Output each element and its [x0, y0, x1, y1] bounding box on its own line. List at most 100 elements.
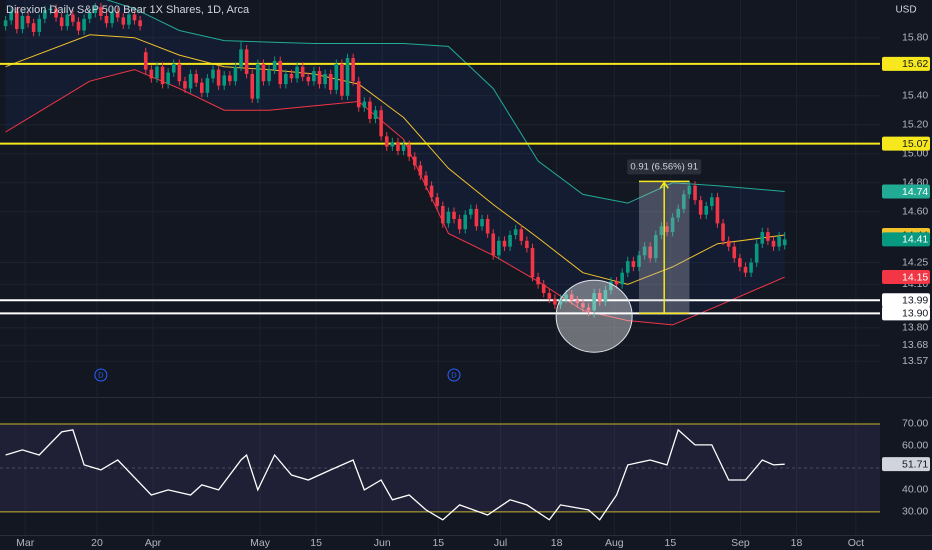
y-tick-label: 15.20 [902, 119, 928, 131]
grid [0, 0, 880, 535]
candle-body [597, 293, 602, 302]
candle-body [625, 261, 630, 273]
candle-body [407, 145, 411, 157]
candle-body [553, 298, 557, 305]
candle-body [474, 208, 479, 227]
y-tick-label: 15.80 [902, 31, 928, 43]
candle-body [569, 294, 574, 301]
x-tick-label: Sep [731, 537, 750, 549]
candle-body [205, 78, 210, 93]
candle-body [26, 15, 30, 24]
candle-body [547, 293, 552, 299]
candle-body [424, 175, 428, 186]
currency-label: USD [895, 5, 916, 16]
candle-body [693, 185, 697, 201]
band-line [5, 34, 785, 285]
candle-body [469, 208, 473, 215]
candle-body [177, 63, 182, 82]
candle-body [71, 14, 75, 22]
candle-body [239, 49, 243, 67]
candle-body [149, 69, 154, 79]
candle-body [412, 156, 417, 166]
candle-body [676, 208, 681, 218]
x-tick-label: May [250, 537, 271, 549]
chart-title: Direxion Daily S&P 500 Bear 1X Shares, 1… [6, 4, 250, 16]
candle-body [715, 197, 720, 224]
candle-body [82, 18, 86, 31]
rsi-tick-label: 60.00 [902, 440, 928, 452]
candle-body [334, 63, 339, 90]
candle-body [491, 233, 496, 256]
candle-body [183, 81, 187, 89]
x-tick-label: Jun [374, 537, 391, 549]
candle-body [401, 145, 406, 151]
candle-body [441, 205, 445, 224]
candle-body [138, 20, 142, 27]
candle-body [396, 142, 400, 151]
band-badge: 14.74 [902, 186, 928, 198]
candle-body [418, 165, 423, 176]
x-tick-label: 20 [91, 537, 103, 549]
x-tick-label: Jul [494, 537, 507, 549]
candle-body [721, 223, 725, 241]
level-badge-bg [882, 306, 930, 321]
x-tick-label: 18 [791, 537, 803, 549]
candle-body [65, 14, 70, 27]
dividend-marker [447, 368, 461, 382]
candle-body [384, 136, 389, 147]
candle-body [284, 73, 288, 85]
candle-body [564, 294, 568, 299]
candle-body [37, 18, 42, 32]
candle-body [525, 240, 529, 249]
rsi-badge-bg [882, 457, 930, 472]
candle-body [9, 11, 14, 21]
candle-body [278, 60, 283, 85]
rsi-badge: 51.71 [902, 458, 928, 470]
candle-body [771, 240, 776, 247]
candle-body [777, 236, 781, 247]
x-tick-label: 15 [432, 537, 444, 549]
candle-body [749, 262, 753, 273]
candle-body [687, 185, 692, 195]
candle-body [222, 75, 227, 86]
candle-body [429, 185, 434, 198]
candle-body [782, 239, 787, 246]
candle-body [558, 298, 563, 305]
level-badge-bg [882, 293, 930, 308]
candle-body [435, 197, 439, 206]
last-price-badge-bg [882, 232, 930, 247]
candle-body [216, 69, 221, 86]
candle-body [575, 300, 580, 304]
candle-body [31, 23, 36, 32]
candle-body [289, 73, 294, 79]
candle-body [530, 248, 535, 278]
band-line [105, 0, 785, 204]
candle-body [244, 49, 249, 74]
candle-body [637, 255, 641, 267]
candle-body [3, 20, 8, 27]
measure-arrowhead [659, 180, 669, 189]
measure-label-bg [627, 159, 702, 175]
candle-body [480, 219, 484, 227]
candle-body [698, 200, 703, 215]
candle-body [519, 229, 524, 241]
candle-body [317, 71, 322, 85]
candle-body [143, 52, 148, 70]
y-tick-label: 13.80 [902, 322, 928, 334]
candle-body [581, 303, 585, 308]
dividend-label: D [98, 370, 104, 379]
candle-body [457, 219, 462, 230]
price-pane: 0.91 (6.56%) 91 D D [0, 0, 880, 382]
candle-body [272, 60, 277, 70]
x-tick-label: Aug [605, 537, 624, 549]
x-tick-label: 15 [665, 537, 677, 549]
measure-label: 0.91 (6.56%) 91 [630, 161, 698, 172]
candle-body [256, 63, 260, 99]
x-tick-label: Mar [16, 537, 35, 549]
y-tick-label: 13.68 [902, 339, 928, 351]
candle-body [351, 58, 355, 82]
candle-body [704, 205, 709, 215]
candle-body [295, 66, 299, 79]
level-badge-bg [882, 136, 930, 151]
